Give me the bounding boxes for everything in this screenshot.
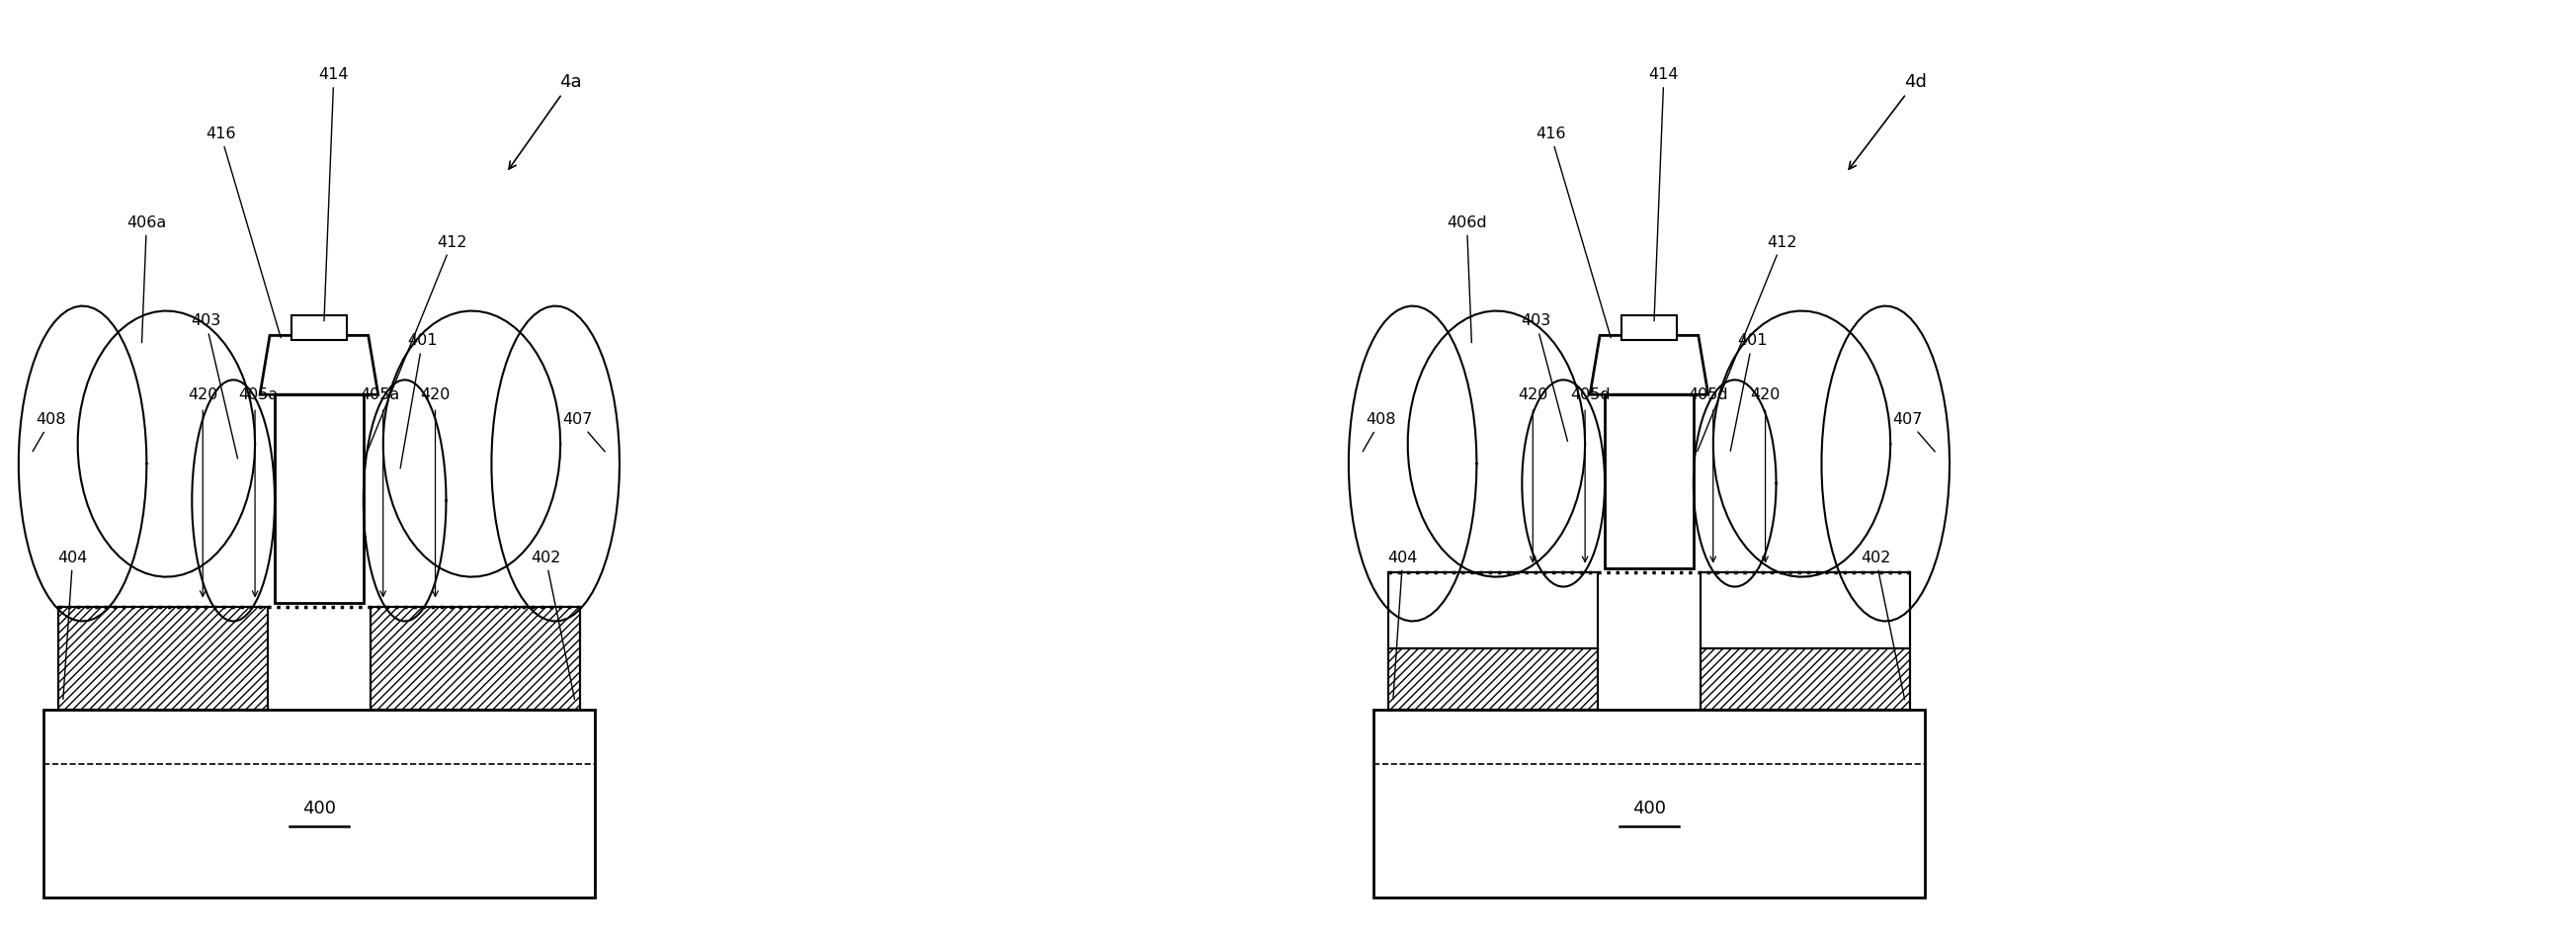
Bar <box>44 710 595 898</box>
Text: 414: 414 <box>1649 68 1680 321</box>
Text: 405d: 405d <box>1569 387 1610 402</box>
Text: 420: 420 <box>188 387 219 402</box>
Bar <box>1388 649 1597 710</box>
Bar <box>1388 572 1597 649</box>
Bar <box>276 395 363 602</box>
Text: 412: 412 <box>368 234 466 451</box>
Text: 402: 402 <box>1860 551 1904 700</box>
Bar <box>291 316 348 340</box>
Bar <box>1620 316 1677 340</box>
Text: 4a: 4a <box>510 73 582 169</box>
Text: 403: 403 <box>1520 313 1569 441</box>
Text: 416: 416 <box>1535 127 1610 338</box>
Bar <box>1373 710 1924 898</box>
Text: 408: 408 <box>33 413 67 451</box>
Text: 412: 412 <box>1698 234 1798 451</box>
Bar <box>1700 572 1911 649</box>
Text: 408: 408 <box>1363 413 1396 451</box>
Text: 401: 401 <box>399 333 438 468</box>
Text: 402: 402 <box>531 551 574 700</box>
Text: 404: 404 <box>57 551 88 700</box>
Text: 414: 414 <box>319 68 348 321</box>
Text: 405d: 405d <box>1687 387 1728 402</box>
Text: 416: 416 <box>206 127 281 338</box>
Text: 406a: 406a <box>126 215 167 342</box>
Bar <box>57 607 268 710</box>
Text: 404: 404 <box>1388 551 1417 700</box>
Text: 407: 407 <box>1893 413 1935 452</box>
Text: 400: 400 <box>1633 799 1667 817</box>
Text: 403: 403 <box>191 313 237 459</box>
Polygon shape <box>1589 336 1708 395</box>
Text: 420: 420 <box>420 387 451 402</box>
Text: 405a: 405a <box>237 387 278 402</box>
Text: 407: 407 <box>562 413 605 452</box>
Bar <box>1700 649 1911 710</box>
Text: 406d: 406d <box>1448 215 1486 342</box>
Text: 400: 400 <box>301 799 335 817</box>
Text: 420: 420 <box>1517 387 1548 402</box>
Text: 401: 401 <box>1731 333 1767 451</box>
Bar <box>371 607 580 710</box>
Text: 405a: 405a <box>361 387 399 402</box>
Text: 420: 420 <box>1749 387 1780 402</box>
Text: 4d: 4d <box>1850 73 1927 169</box>
Polygon shape <box>260 336 379 395</box>
Bar <box>1605 395 1692 568</box>
